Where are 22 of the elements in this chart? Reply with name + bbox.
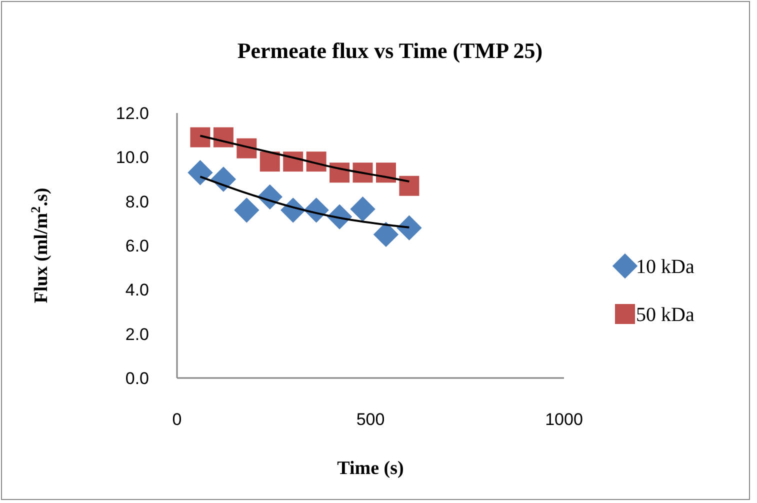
chart-title: Permeate flux vs Time (TMP 25)	[237, 38, 543, 63]
y-tick-label: 4.0	[125, 280, 149, 300]
point	[188, 160, 213, 186]
x-tick-label: 1000	[545, 410, 583, 429]
point	[260, 152, 280, 172]
legend-label: 50 kDa	[636, 304, 694, 326]
y-tick-label: 10.0	[116, 148, 149, 168]
point	[399, 176, 420, 196]
point	[190, 127, 210, 148]
y-tick-label: 0.0	[125, 368, 149, 388]
point	[234, 198, 260, 223]
y-tick-label: 6.0	[125, 236, 149, 256]
x-axis-title: Time (s)	[337, 458, 404, 479]
point	[350, 196, 376, 222]
point	[396, 215, 422, 240]
x-tick-label: 500	[356, 410, 385, 429]
legend-label: 10 kDa	[636, 256, 694, 278]
y-tick-label: 8.0	[125, 192, 149, 212]
y-tick-label: 2.0	[125, 324, 149, 344]
point	[373, 222, 399, 248]
y-tick-label: 12.0	[116, 104, 149, 123]
x-tick-label: 0	[172, 410, 182, 429]
